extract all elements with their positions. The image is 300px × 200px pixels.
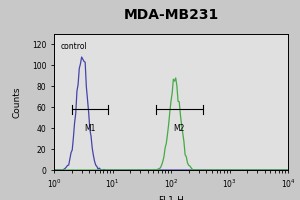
- Text: M1: M1: [84, 124, 96, 133]
- Y-axis label: Counts: Counts: [12, 86, 21, 118]
- X-axis label: FL1-H: FL1-H: [158, 196, 184, 200]
- Text: MDA-MB231: MDA-MB231: [123, 8, 219, 22]
- Text: M2: M2: [174, 124, 185, 133]
- Text: control: control: [61, 42, 87, 51]
